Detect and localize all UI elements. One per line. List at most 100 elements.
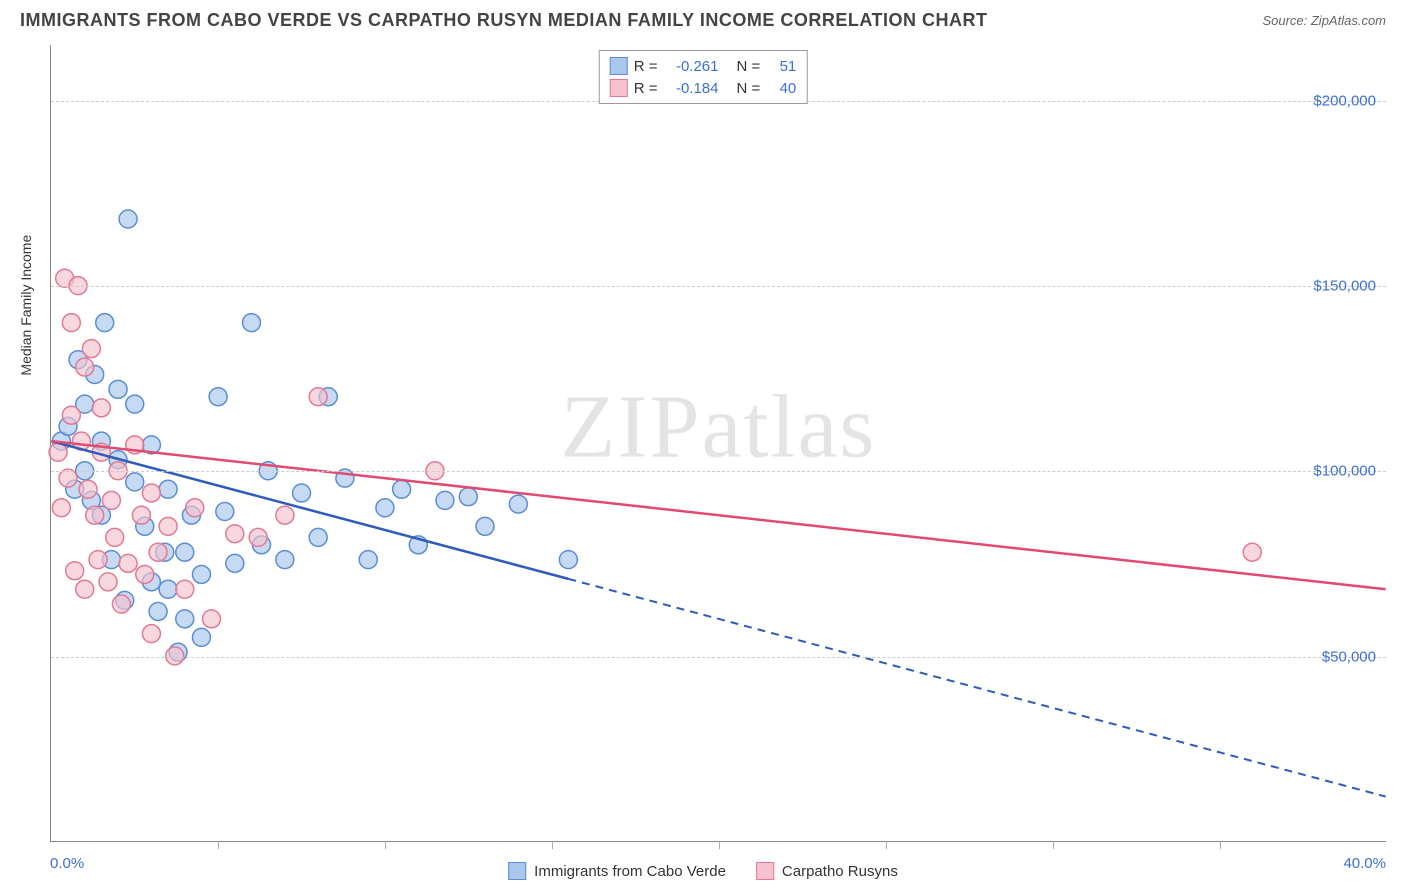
x-tick bbox=[218, 841, 219, 849]
y-tick-label: $100,000 bbox=[1313, 463, 1376, 480]
data-point bbox=[92, 399, 110, 417]
x-tick bbox=[552, 841, 553, 849]
data-point bbox=[159, 480, 177, 498]
data-point bbox=[293, 484, 311, 502]
data-point bbox=[142, 484, 160, 502]
chart-title: IMMIGRANTS FROM CABO VERDE VS CARPATHO R… bbox=[20, 10, 988, 31]
data-point bbox=[52, 499, 70, 517]
data-point bbox=[509, 495, 527, 513]
stats-row: R = -0.261 N = 51 bbox=[610, 55, 797, 77]
stats-n-label: N = bbox=[737, 58, 761, 75]
data-point bbox=[393, 480, 411, 498]
y-tick-label: $200,000 bbox=[1313, 92, 1376, 109]
data-point bbox=[192, 628, 210, 646]
data-point bbox=[82, 340, 100, 358]
header: IMMIGRANTS FROM CABO VERDE VS CARPATHO R… bbox=[0, 0, 1406, 36]
data-point bbox=[89, 551, 107, 569]
data-point bbox=[109, 380, 127, 398]
trend-line-extrapolated bbox=[568, 579, 1385, 797]
data-point bbox=[1243, 543, 1261, 561]
data-point bbox=[136, 565, 154, 583]
data-point bbox=[102, 491, 120, 509]
data-point bbox=[359, 551, 377, 569]
y-tick-label: $50,000 bbox=[1322, 648, 1376, 665]
data-point bbox=[209, 388, 227, 406]
data-point bbox=[176, 543, 194, 561]
stats-n-value: 51 bbox=[766, 58, 796, 75]
data-point bbox=[476, 517, 494, 535]
legend-item: Carpatho Rusyns bbox=[756, 862, 898, 880]
data-point bbox=[559, 551, 577, 569]
data-point bbox=[459, 488, 477, 506]
data-point bbox=[186, 499, 204, 517]
bottom-legend: Immigrants from Cabo Verde Carpatho Rusyn… bbox=[508, 862, 898, 880]
grid-line bbox=[51, 471, 1386, 472]
data-point bbox=[149, 602, 167, 620]
data-point bbox=[192, 565, 210, 583]
x-tick bbox=[385, 841, 386, 849]
stats-swatch bbox=[610, 57, 628, 75]
data-point bbox=[276, 506, 294, 524]
stats-r-label: R = bbox=[634, 58, 658, 75]
data-point bbox=[309, 388, 327, 406]
data-point bbox=[96, 314, 114, 332]
grid-line bbox=[51, 286, 1386, 287]
data-point bbox=[119, 554, 137, 572]
data-point bbox=[202, 610, 220, 628]
data-point bbox=[49, 443, 67, 461]
y-tick-label: $150,000 bbox=[1313, 277, 1376, 294]
data-point bbox=[159, 580, 177, 598]
legend-swatch bbox=[756, 862, 774, 880]
data-point bbox=[126, 395, 144, 413]
data-point bbox=[126, 473, 144, 491]
data-point bbox=[66, 562, 84, 580]
legend-item: Immigrants from Cabo Verde bbox=[508, 862, 726, 880]
data-point bbox=[79, 480, 97, 498]
data-point bbox=[99, 573, 117, 591]
data-point bbox=[106, 528, 124, 546]
stats-row: R =-0.184N =40 bbox=[610, 77, 797, 99]
stats-legend-box: R = -0.261 N = 51R = -0.184 N = 40 bbox=[599, 50, 808, 104]
data-point bbox=[249, 528, 267, 546]
plot-area: ZIPatlas $50,000$100,000$150,000$200,000 bbox=[50, 45, 1386, 842]
data-point bbox=[62, 406, 80, 424]
data-point bbox=[132, 506, 150, 524]
x-tick bbox=[886, 841, 887, 849]
stats-swatch bbox=[610, 79, 628, 97]
y-axis-title: Median Family Income bbox=[18, 235, 34, 376]
data-point bbox=[216, 503, 234, 521]
grid-line bbox=[51, 657, 1386, 658]
data-point bbox=[376, 499, 394, 517]
data-point bbox=[86, 506, 104, 524]
source-attribution: Source: ZipAtlas.com bbox=[1262, 13, 1386, 28]
data-point bbox=[242, 314, 260, 332]
data-point bbox=[76, 358, 94, 376]
stats-r-value: -0.184 bbox=[664, 80, 719, 97]
stats-n-value: 40 bbox=[766, 80, 796, 97]
data-point bbox=[159, 517, 177, 535]
stats-r-value: -0.261 bbox=[664, 58, 719, 75]
data-point bbox=[436, 491, 454, 509]
data-point bbox=[276, 551, 294, 569]
data-point bbox=[309, 528, 327, 546]
data-point bbox=[149, 543, 167, 561]
data-point bbox=[112, 595, 130, 613]
data-point bbox=[142, 625, 160, 643]
stats-n-label: N = bbox=[737, 80, 761, 97]
data-point bbox=[226, 554, 244, 572]
data-point bbox=[176, 610, 194, 628]
x-axis-max-label: 40.0% bbox=[1343, 855, 1386, 872]
data-point bbox=[76, 580, 94, 598]
chart-svg bbox=[51, 45, 1386, 841]
x-tick bbox=[1053, 841, 1054, 849]
legend-label: Carpatho Rusyns bbox=[782, 863, 898, 880]
data-point bbox=[119, 210, 137, 228]
x-tick bbox=[719, 841, 720, 849]
x-tick bbox=[1220, 841, 1221, 849]
legend-swatch bbox=[508, 862, 526, 880]
trend-line bbox=[51, 441, 1385, 589]
legend-label: Immigrants from Cabo Verde bbox=[534, 863, 726, 880]
data-point bbox=[62, 314, 80, 332]
x-axis-min-label: 0.0% bbox=[50, 855, 84, 872]
data-point bbox=[226, 525, 244, 543]
